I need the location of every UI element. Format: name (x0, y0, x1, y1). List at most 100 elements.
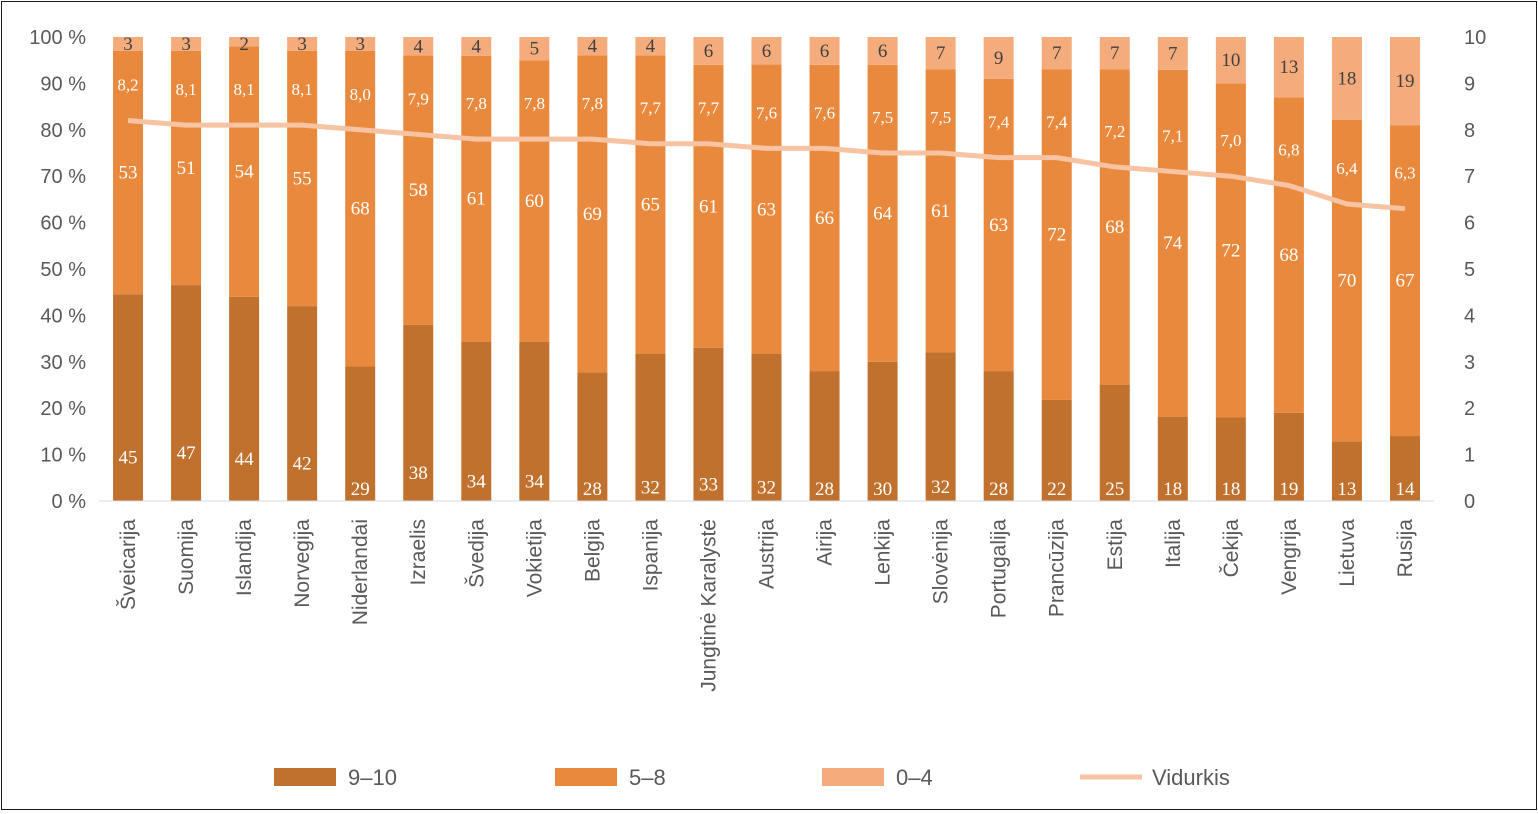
bar-value-label: 6 (820, 41, 830, 62)
bar-segment (287, 50, 318, 307)
bar-value-label: 19 (1395, 71, 1414, 92)
x-tick-label: Čekija (1220, 519, 1243, 578)
bar-segment (229, 37, 260, 47)
average-value-label: 7,7 (640, 99, 662, 118)
bar-value-label: 72 (1221, 240, 1240, 261)
average-value-label: 7,2 (1104, 122, 1125, 141)
bar-segment (345, 50, 376, 367)
bar-value-label: 4 (588, 36, 598, 57)
bar-segment (1215, 83, 1246, 418)
bar-segment (925, 352, 956, 501)
bar-value-label: 33 (699, 474, 718, 495)
x-tick-label: Islandija (233, 519, 256, 596)
bar-segment (1041, 37, 1072, 70)
bar-value-label: 66 (815, 208, 834, 229)
bar-value-label: 32 (931, 477, 950, 498)
bar-segment (1099, 69, 1130, 385)
y-left-tick-label: 100 % (29, 27, 86, 49)
bar-segment (1389, 37, 1420, 126)
bar-value-label: 32 (641, 477, 660, 498)
bar-segment (171, 37, 202, 51)
bar-segment (1041, 69, 1072, 400)
bar-segment (751, 353, 782, 501)
bar-segment (229, 46, 260, 297)
y-left-tick-label: 30 % (40, 352, 86, 374)
bar-segment (1331, 37, 1362, 120)
y-right-tick-label: 1 (1464, 445, 1475, 467)
average-value-label: 7,7 (698, 99, 720, 118)
bar-segment (635, 353, 666, 501)
bar-value-label: 28 (989, 479, 1008, 500)
bar-segment (925, 37, 956, 70)
bar-segment (867, 37, 898, 65)
bar-value-label: 18 (1163, 479, 1182, 500)
bar-value-label: 4 (472, 36, 482, 57)
average-value-label: 8,2 (117, 76, 138, 95)
bar-segment (809, 37, 840, 65)
x-tick-label: Slovėnija (930, 519, 953, 605)
bar-value-label: 4 (646, 36, 656, 57)
legend-label: Vidurkis (1152, 765, 1230, 790)
x-tick-label: Niderlandai (349, 519, 372, 625)
bar-segment (577, 55, 608, 373)
y-right-tick-label: 7 (1464, 166, 1475, 188)
bar-segment (1389, 125, 1420, 437)
bar-value-label: 68 (1279, 245, 1298, 266)
x-tick-label: Portugalija (988, 519, 1011, 619)
bar-segment (867, 361, 898, 501)
legend-swatch (555, 768, 617, 786)
bar-segment (809, 371, 840, 501)
bar-value-label: 7 (1052, 43, 1062, 64)
bar-segment (809, 64, 840, 372)
bar-value-label: 74 (1163, 233, 1183, 254)
y-left-tick-label: 10 % (40, 445, 86, 467)
bar-value-label: 65 (641, 195, 660, 216)
bar-value-label: 30 (873, 479, 892, 500)
bar-segment (287, 37, 318, 51)
bars-layer (113, 37, 1420, 501)
bar-value-label: 6 (878, 41, 888, 62)
bar-segment (461, 37, 492, 56)
bar-segment (287, 306, 318, 501)
average-value-label: 7,8 (524, 94, 545, 113)
bar-value-label: 19 (1279, 479, 1298, 500)
y-right-tick-label: 3 (1464, 352, 1475, 374)
bar-segment (1099, 37, 1130, 70)
x-tick-label: Švedija (465, 519, 488, 588)
x-tick-label: Izraelis (407, 519, 430, 586)
legend: 9–10 5–8 0–4 Vidurkis (274, 765, 1230, 790)
y-left-tick-label: 50 % (40, 259, 86, 281)
bar-segment (403, 324, 434, 501)
bar-value-label: 3 (297, 34, 307, 55)
bar-value-label: 68 (351, 199, 370, 220)
average-value-label: 7,9 (408, 89, 429, 108)
bar-value-label: 7 (1168, 43, 1178, 64)
bar-value-label: 13 (1337, 479, 1356, 500)
bar-value-label: 25 (1105, 479, 1124, 500)
bar-value-label: 64 (873, 203, 893, 224)
bar-value-label: 42 (293, 454, 312, 475)
bar-segment (113, 50, 144, 295)
bar-segment (635, 55, 666, 354)
bar-segment (925, 69, 956, 353)
bar-segment (1331, 441, 1362, 501)
y-left-tick-label: 20 % (40, 398, 86, 420)
bar-segment (519, 341, 550, 501)
bar-value-label: 60 (525, 191, 544, 212)
average-value-label: 8,1 (175, 80, 196, 99)
bar-segment (1215, 37, 1246, 84)
bar-segment (867, 64, 898, 362)
bar-value-label: 13 (1279, 57, 1298, 78)
average-value-label: 7,1 (1162, 127, 1183, 146)
x-tick-label: Ispanija (639, 519, 662, 592)
bar-value-label: 63 (989, 215, 1008, 236)
y-right-tick-label: 8 (1464, 120, 1475, 142)
bar-value-label: 54 (235, 162, 255, 183)
x-tick-label: Vokietija (523, 519, 546, 598)
y-right-tick-label: 6 (1464, 213, 1475, 235)
bar-segment (461, 341, 492, 501)
bar-value-label: 72 (1047, 225, 1066, 246)
bar-value-label: 22 (1047, 479, 1066, 500)
bar-value-label: 14 (1395, 479, 1415, 500)
